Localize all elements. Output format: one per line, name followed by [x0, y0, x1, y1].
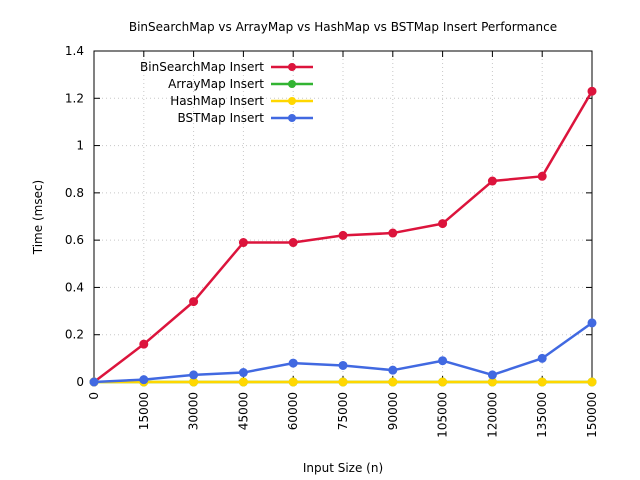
x-tick-label: 120000 — [485, 392, 499, 438]
data-point — [388, 365, 398, 375]
chart-title: BinSearchMap vs ArrayMap vs HashMap vs B… — [129, 20, 557, 34]
axes — [93, 50, 593, 383]
data-point — [487, 176, 497, 186]
data-point — [89, 377, 99, 387]
data-point — [438, 356, 448, 366]
data-point — [438, 219, 448, 229]
grid — [94, 50, 592, 382]
data-point — [238, 238, 248, 248]
y-tick-label: 0.2 — [65, 328, 84, 342]
series-group — [89, 86, 597, 387]
x-tick-label: 75000 — [336, 392, 350, 430]
legend-label: BinSearchMap Insert — [140, 60, 264, 74]
series-0 — [89, 86, 597, 387]
data-point — [537, 171, 547, 181]
legend-label: HashMap Insert — [170, 94, 264, 108]
data-point — [288, 238, 298, 248]
data-point — [288, 358, 298, 368]
legend-label: BSTMap Insert — [177, 111, 264, 125]
legend-swatch-marker — [288, 97, 296, 105]
legend-label: ArrayMap Insert — [168, 77, 264, 91]
x-tick-label: 45000 — [236, 392, 250, 430]
x-axis: 0 15000 30000 45000 60000 75000 90000 105000 120… — [87, 51, 599, 438]
data-point — [537, 353, 547, 363]
x-axis-label: Input Size (n) — [303, 461, 383, 475]
legend: BinSearchMap Insert ArrayMap Insert HashMa… — [140, 60, 313, 125]
x-tick-label: 0 — [87, 392, 101, 400]
data-point — [139, 339, 149, 349]
data-point — [288, 377, 298, 387]
data-point — [587, 86, 597, 96]
series-2 — [89, 377, 597, 387]
y-axis-label: Time (msec) — [31, 180, 45, 255]
data-point — [487, 370, 497, 380]
x-tick-label: 15000 — [137, 392, 151, 430]
legend-swatch-marker — [288, 114, 296, 122]
data-point — [338, 377, 348, 387]
x-tick-label: 135000 — [535, 392, 549, 438]
data-point — [189, 370, 199, 380]
data-point — [238, 368, 248, 378]
data-point — [238, 377, 248, 387]
y-tick-label: 0.8 — [65, 186, 84, 200]
data-point — [388, 377, 398, 387]
data-point — [587, 377, 597, 387]
x-tick-label: 105000 — [436, 392, 450, 438]
y-tick-label: 0.6 — [65, 233, 84, 247]
legend-swatch-marker — [288, 80, 296, 88]
data-point — [189, 297, 199, 307]
series-3 — [89, 318, 597, 387]
x-tick-label: 60000 — [286, 392, 300, 430]
x-tick-label: 30000 — [187, 392, 201, 430]
y-tick-label: 1 — [76, 139, 84, 153]
y-tick-label: 1.4 — [65, 44, 84, 58]
y-tick-label: 0 — [76, 375, 84, 389]
data-point — [139, 375, 149, 385]
data-point — [537, 377, 547, 387]
y-tick-label: 1.2 — [65, 91, 84, 105]
legend-swatch-marker — [288, 63, 296, 71]
data-point — [388, 228, 398, 238]
plot-border — [93, 50, 593, 383]
data-point — [587, 318, 597, 328]
y-tick-label: 0.4 — [65, 280, 84, 294]
x-tick-label: 90000 — [386, 392, 400, 430]
data-point — [438, 377, 448, 387]
x-tick-label: 150000 — [585, 392, 599, 438]
data-point — [338, 230, 348, 240]
data-point — [338, 360, 348, 370]
